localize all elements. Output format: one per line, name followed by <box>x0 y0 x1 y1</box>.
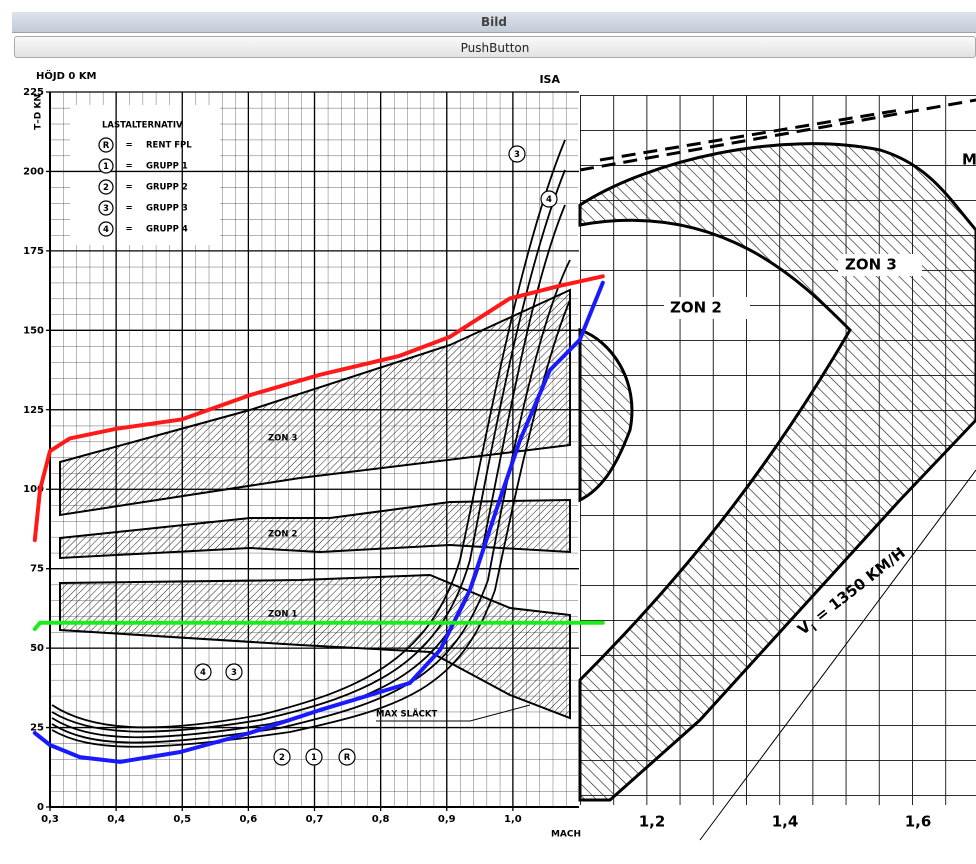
legend-circle <box>98 200 114 216</box>
y-tick-label: 125 <box>23 405 44 416</box>
max-leader <box>376 704 531 722</box>
x-tick-label: 0,8 <box>372 814 390 825</box>
curve-label-circle <box>508 145 526 163</box>
zone-label: ZON 2 <box>268 530 297 540</box>
legend-sep: = <box>125 183 132 193</box>
curve-label-circle <box>194 663 212 681</box>
curve-label-circle <box>305 748 323 766</box>
legend-circle <box>98 158 114 174</box>
legend-symbol: 4 <box>103 225 109 235</box>
legend-sep: = <box>125 204 132 214</box>
legend-text: GRUPP 1 <box>146 162 188 172</box>
y-tick-label: 225 <box>23 87 44 98</box>
legend-text: GRUPP 4 <box>146 225 188 235</box>
y-tick-label: 200 <box>23 166 44 177</box>
y-tick-label: 0 <box>37 802 44 813</box>
zoom-label: ZON 2 <box>670 299 722 317</box>
legend-text: GRUPP 2 <box>146 183 188 193</box>
scan-curves <box>51 139 571 748</box>
x-tick-label: 0,3 <box>41 814 59 825</box>
curve-label: 3 <box>231 668 237 678</box>
legend-circle <box>98 137 114 153</box>
y-tick-label: 175 <box>23 246 44 257</box>
x-tick-label: 1,0 <box>504 814 522 825</box>
curve-label: R <box>344 753 351 763</box>
overlay-line <box>32 280 605 764</box>
legend-sep: = <box>125 225 132 235</box>
legend-sep: = <box>125 141 132 151</box>
y-tick-label: 150 <box>23 325 44 336</box>
zoom-label: ZON 3 <box>845 256 897 274</box>
zone-label: ZON 1 <box>268 610 297 620</box>
zone-label: ZON 3 <box>268 434 297 444</box>
y-tick-label: 25 <box>30 723 44 734</box>
legend-text: RENT FPL <box>146 141 192 151</box>
zoom-zones <box>578 98 976 841</box>
curve-label: 4 <box>546 195 552 205</box>
curve-label-circle <box>338 748 356 766</box>
x-tick-label: 0,7 <box>306 814 324 825</box>
x-tick-label: 0,4 <box>107 814 125 825</box>
curve-label-circle <box>225 663 243 681</box>
zoom-tick-label: 1,4 <box>772 813 799 831</box>
chart-title: HÖJD 0 KM <box>36 68 97 82</box>
y-axis-label: T–D KN <box>34 94 44 130</box>
curve-label: 4 <box>200 668 206 678</box>
zoom-label: i <box>810 623 819 634</box>
curve-label: 2 <box>279 753 285 763</box>
legend-text: GRUPP 3 <box>146 204 188 214</box>
curve-label-circle <box>273 748 291 766</box>
curve-label: 1 <box>311 753 317 763</box>
zoom-label-bg <box>664 297 750 319</box>
window-title: Bild <box>12 12 976 33</box>
max-label: MAX SLÄCKT <box>376 709 437 720</box>
y-tick-label: 100 <box>23 484 44 495</box>
legend-circle <box>98 221 114 237</box>
chart-subtitle: ISA <box>539 73 560 86</box>
legend-symbol: 3 <box>103 204 109 214</box>
curve-label-circle <box>540 190 558 208</box>
overlay-line <box>32 620 605 631</box>
y-tick-label: 75 <box>30 564 44 575</box>
y-tick-label: 50 <box>30 643 44 654</box>
zoom-label-bg <box>838 254 922 276</box>
x-axis-label: MACH <box>551 830 581 840</box>
push-button[interactable]: PushButton <box>14 36 976 58</box>
overlay-line <box>32 274 605 543</box>
zoom-tick-label: 1,6 <box>905 813 932 831</box>
zoom-tick-label: 1,2 <box>639 813 666 831</box>
legend-sep: = <box>125 162 132 172</box>
legend-symbol: 1 <box>103 162 109 172</box>
x-tick-label: 0,9 <box>438 814 456 825</box>
zoom-label: M <box>962 151 976 169</box>
curve-label: 3 <box>514 150 520 160</box>
x-tick-label: 0,5 <box>173 814 191 825</box>
legend-title: LASTALTERNATIV <box>102 121 183 131</box>
x-tick-label: 0,6 <box>240 814 258 825</box>
legend-symbol: 2 <box>103 183 109 193</box>
legend-bg <box>70 105 220 245</box>
legend-circle <box>98 179 114 195</box>
legend-symbol: R <box>103 141 110 151</box>
